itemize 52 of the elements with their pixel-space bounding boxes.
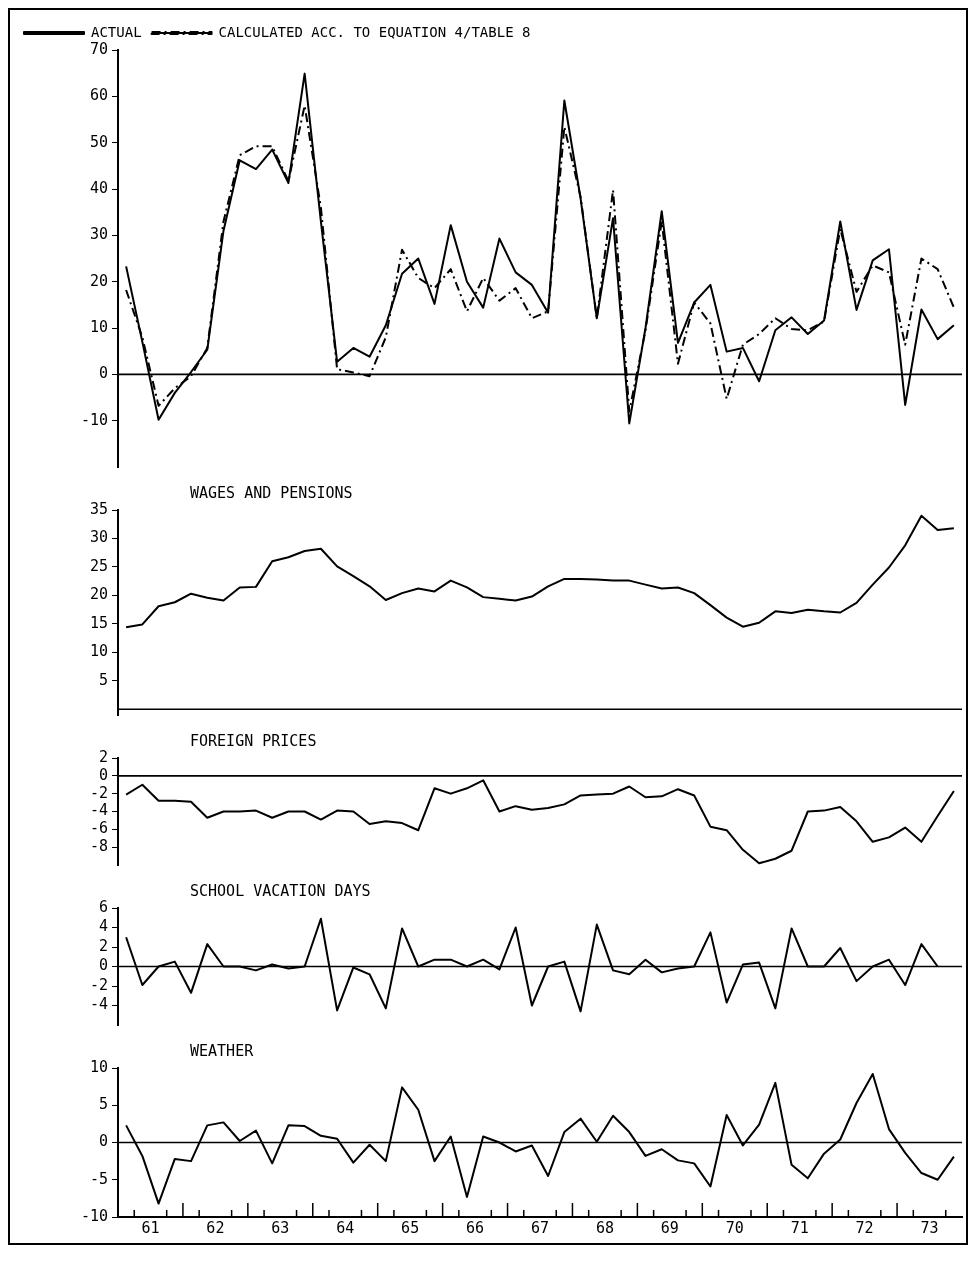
y-tick-label: 0 [98,364,108,383]
x-tick-label: 65 [401,1218,420,1237]
y-tick-label: 20 [89,271,108,290]
x-tick-label: 66 [466,1218,485,1237]
y-tick-label: 40 [89,178,108,197]
legend-label: CALCULATED ACC. TO EQUATION 4/TABLE 8 [218,23,531,40]
y-tick-label: 6 [98,897,108,916]
chart-title: SCHOOL VACATION DAYS [190,882,371,901]
y-tick-label: 25 [89,556,108,575]
y-tick-label: 50 [89,132,108,151]
chart-title: FOREIGN PRICES [190,732,317,751]
y-tick-label: 20 [89,585,108,604]
y-tick-label: -8 [89,837,108,856]
y-tick-label: 10 [89,642,108,661]
y-tick-label: 10 [89,317,108,336]
y-tick-label: 10 [89,1057,108,1076]
y-tick-label: 5 [98,1095,108,1114]
x-tick-label: 67 [530,1218,550,1237]
y-tick-label: -6 [89,819,108,838]
y-tick-label: 0 [98,765,108,784]
y-tick-label: -2 [89,975,108,994]
x-tick-label: 61 [141,1218,160,1237]
y-tick-label: 2 [98,936,108,955]
y-tick-label: 2 [98,747,108,766]
y-tick-label: 15 [89,613,108,632]
legend-label: ACTUAL [91,23,142,40]
y-tick-label: 60 [89,86,108,105]
x-tick-label: 69 [660,1218,679,1237]
y-tick-label: -10 [80,410,108,429]
y-tick-label: -4 [89,995,108,1014]
x-tick-label: 68 [595,1218,614,1237]
x-tick-label: 70 [725,1218,744,1237]
y-tick-label: 0 [98,956,108,975]
y-tick-label: -4 [89,801,108,820]
y-tick-label: 5 [98,670,108,689]
x-tick-label: 71 [790,1218,809,1237]
y-tick-label: 35 [89,499,108,518]
x-tick-label: 73 [920,1218,939,1237]
y-tick-label: -10 [80,1206,108,1225]
y-tick-label: 0 [98,1132,108,1151]
chart-title: WEATHER [190,1042,255,1061]
x-tick-label: 63 [271,1218,290,1237]
x-tick-label: 72 [855,1218,874,1237]
y-tick-label: 70 [89,39,108,58]
x-tick-label: 62 [206,1218,225,1237]
y-tick-label: 30 [89,528,108,547]
y-tick-label: -5 [89,1169,108,1188]
y-tick-label: 30 [89,225,108,244]
y-tick-label: 4 [98,917,108,936]
x-tick-label: 64 [336,1218,355,1237]
y-tick-label: -2 [89,783,108,802]
chart-title: WAGES AND PENSIONS [190,484,353,503]
